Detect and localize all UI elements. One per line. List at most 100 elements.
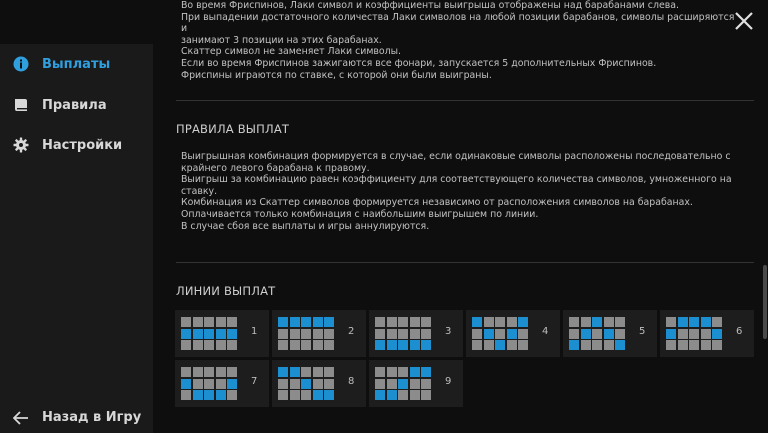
payline-square	[421, 340, 431, 350]
payline-square	[615, 340, 625, 350]
payline-square	[495, 317, 505, 327]
payline-square	[227, 340, 237, 350]
payline-square	[398, 317, 408, 327]
text-line: Выигрышная комбинация формируется в случ…	[181, 151, 731, 162]
payline-9: 9	[369, 360, 463, 407]
payline-4: 4	[466, 310, 560, 357]
payline-square	[278, 317, 288, 327]
payline-square	[301, 367, 311, 377]
text-line: занимают 3 позиции на этих барабанах.	[181, 34, 382, 46]
payline-square	[192, 367, 203, 377]
payline-grid	[375, 317, 432, 351]
payline-square	[181, 390, 191, 400]
sidebar-item-payouts[interactable]: Выплаты	[0, 44, 153, 84]
payline-grid	[375, 367, 432, 401]
payline-square	[312, 367, 323, 377]
close-button[interactable]	[733, 10, 755, 32]
payline-square	[569, 328, 579, 339]
payline-number: 3	[445, 326, 452, 337]
payline-square	[301, 378, 311, 389]
payline-square	[712, 328, 722, 339]
sidebar-item-rules[interactable]: Правила	[0, 85, 153, 125]
payline-square	[181, 317, 191, 327]
payline-square	[386, 367, 397, 377]
paytable-content: Во время Фриспинов, Лаки символ и коэффи…	[168, 0, 768, 433]
payline-square	[227, 378, 237, 389]
text-line: Выигрыш за комбинацию равен коэффициенту…	[181, 174, 732, 186]
payline-square	[472, 340, 482, 350]
payline-square	[580, 340, 591, 350]
payline-square	[398, 390, 408, 400]
gear-icon	[12, 136, 30, 154]
paylines-title: ЛИНИИ ВЫПЛАТ	[176, 284, 276, 298]
payline-7: 7	[175, 360, 269, 407]
payline-square	[603, 328, 614, 339]
payline-square	[615, 328, 625, 339]
payline-square	[689, 328, 699, 339]
payline-square	[472, 317, 482, 327]
payline-grid	[181, 317, 238, 351]
payline-square	[518, 340, 528, 350]
sidebar-item-label: Выплаты	[42, 56, 111, 72]
payline-square	[386, 390, 397, 400]
payline-square	[421, 390, 431, 400]
payline-square	[398, 367, 408, 377]
info-icon	[12, 55, 30, 73]
payout-rules-title: ПРАВИЛА ВЫПЛАТ	[176, 122, 290, 136]
payline-square	[375, 390, 385, 400]
payline-square	[712, 340, 722, 350]
payline-square	[506, 340, 517, 350]
payline-square	[518, 328, 528, 339]
payline-square	[215, 340, 226, 350]
payline-square	[192, 390, 203, 400]
payline-square	[278, 378, 288, 389]
payline-square	[227, 367, 237, 377]
payline-square	[592, 317, 602, 327]
back-label: Назад в Игру	[42, 410, 142, 425]
payline-1: 1	[175, 310, 269, 357]
payline-square	[289, 328, 300, 339]
payline-square	[181, 367, 191, 377]
payline-square	[301, 328, 311, 339]
payline-square	[312, 390, 323, 400]
payline-3: 3	[369, 310, 463, 357]
payline-square	[409, 367, 420, 377]
payline-number: 9	[445, 376, 452, 387]
payline-square	[506, 317, 517, 327]
payline-square	[386, 340, 397, 350]
payline-square	[700, 340, 711, 350]
payline-square	[215, 317, 226, 327]
payline-square	[227, 328, 237, 339]
payline-square	[278, 328, 288, 339]
payline-square	[312, 317, 323, 327]
sidebar-item-label: Настройки	[42, 137, 123, 153]
sidebar-item-settings[interactable]: Настройки	[0, 125, 153, 165]
payline-grid	[278, 317, 335, 351]
payline-square	[421, 328, 431, 339]
payout-rules-text: Выигрышная комбинация формируется в случ…	[181, 151, 741, 232]
payline-square	[386, 328, 397, 339]
payline-square	[592, 328, 602, 339]
payline-square	[375, 328, 385, 339]
payline-number: 6	[736, 326, 743, 337]
payline-square	[483, 328, 494, 339]
payline-square	[398, 340, 408, 350]
text-line: Во время Фриспинов, Лаки символ и коэффи…	[181, 0, 679, 11]
payline-square	[324, 367, 334, 377]
payline-square	[204, 328, 214, 339]
back-to-game-button[interactable]: Назад в Игру	[0, 402, 153, 433]
payline-square	[227, 390, 237, 400]
payline-square	[483, 340, 494, 350]
payline-square	[278, 340, 288, 350]
payline-square	[421, 367, 431, 377]
text-line: В случае сбоя все выплаты и игры аннулир…	[181, 220, 430, 232]
text-line: Комбинация из Скаттер символов формирует…	[181, 197, 693, 209]
payline-square	[215, 390, 226, 400]
payline-square	[181, 328, 191, 339]
payline-square	[666, 340, 676, 350]
arrow-left-icon	[12, 409, 30, 427]
payline-square	[398, 378, 408, 389]
payline-square	[324, 328, 334, 339]
payline-square	[324, 390, 334, 400]
scrollbar[interactable]	[763, 265, 767, 339]
